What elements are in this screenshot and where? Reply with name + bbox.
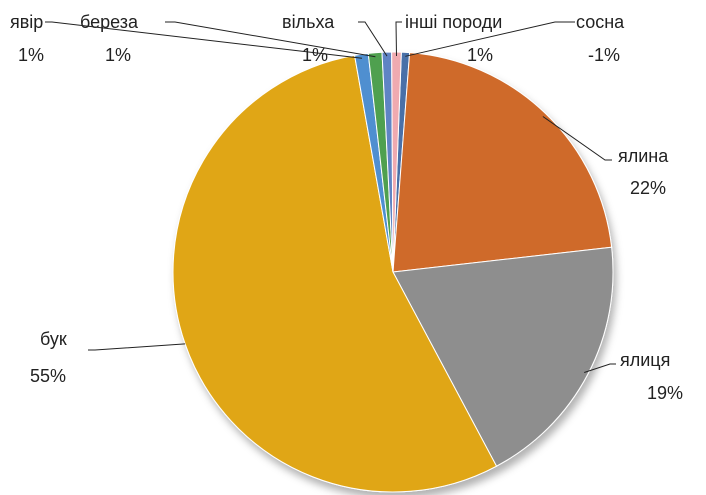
slice-value-buk: 55% [30,366,66,386]
slice-label-buk: бук [40,329,67,349]
leader-line-vilkha [358,21,388,57]
leader-line-sosna [405,21,575,57]
label-group-yavir: явір 1% [10,12,44,65]
leader-line-buk [88,343,186,351]
pie-slice-yalytsia [392,246,614,467]
leader-line-yalyna [542,116,612,161]
slice-label-yalyna: ялина [618,146,669,166]
leader-line-bereza [165,21,376,58]
label-group-yalytsia: ялиця 19% [620,350,683,403]
slice-label-yavir: явір [10,12,43,32]
label-group-sosna: сосна -1% [576,12,625,65]
slice-label-bereza: береза [80,12,139,32]
label-group-bereza: береза 1% [80,12,139,65]
label-group-yalyna: ялина 22% [618,146,669,198]
leader-line-yalytsia [584,363,616,373]
slice-value-vilkha: 1% [302,45,328,65]
slice-value-yalyna: 22% [630,178,666,198]
slice-label-vilkha: вільха [282,12,335,32]
slice-value-yavir: 1% [18,45,44,65]
leader-lines [45,21,616,373]
slice-label-yalytsia: ялиця [620,350,670,370]
label-group-inshi-porody: інші породи 1% [405,12,502,65]
leader-line-inshi-porody [395,21,402,57]
slice-value-bereza: 1% [105,45,131,65]
slice-value-inshi-porody: 1% [467,45,493,65]
slice-value-yalytsia: 19% [647,383,683,403]
label-group-vilkha: вільха 1% [282,12,335,65]
slice-label-inshi-porody: інші породи [405,12,502,32]
leader-line-yavir [45,21,363,59]
pie-slice-yalyna [392,52,613,273]
slice-value-sosna: -1% [588,45,620,65]
pie-slices [172,51,614,493]
label-group-buk: бук 55% [30,329,67,386]
slice-label-sosna: сосна [576,12,625,32]
